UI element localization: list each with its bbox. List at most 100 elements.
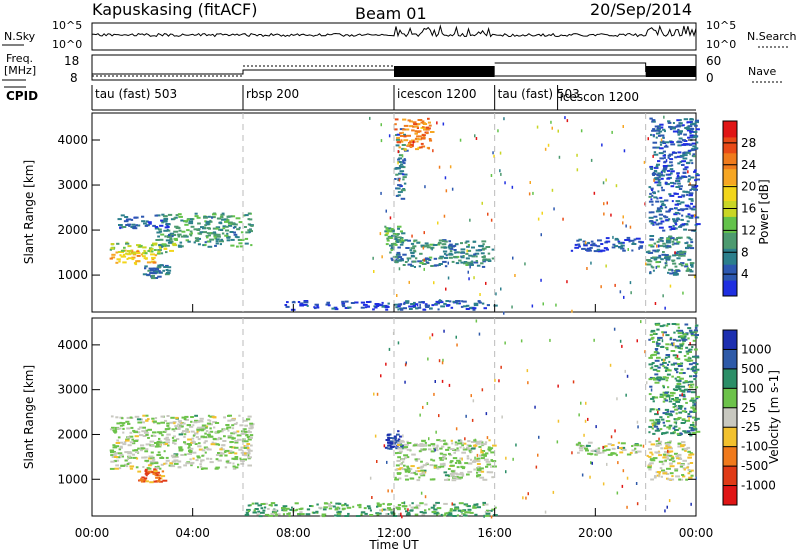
heatmap-cell	[485, 258, 491, 261]
heatmap-cell	[195, 459, 199, 462]
colorbar-tick-label: -100	[741, 440, 768, 454]
heatmap-cell	[663, 215, 667, 218]
heatmap-cell	[404, 148, 407, 152]
heatmap-cell	[426, 132, 429, 135]
heatmap-cell	[205, 430, 209, 433]
heatmap-cell	[480, 443, 485, 446]
heatmap-cell	[142, 414, 146, 417]
heatmap-cell	[192, 451, 197, 454]
heatmap-cell	[665, 144, 668, 147]
heatmap-cell	[675, 400, 681, 403]
heatmap-cell	[674, 469, 679, 472]
heatmap-cell	[212, 421, 217, 424]
colorbar-tick-label: 28	[741, 136, 756, 150]
heatmap-cell	[282, 509, 288, 512]
heatmap-cell	[376, 513, 380, 516]
heatmap-cell	[667, 454, 673, 457]
heatmap-cell	[456, 459, 461, 462]
heatmap-cell	[430, 265, 434, 267]
heatmap-cell	[191, 441, 196, 444]
cpid-segment-label: tau (fast) 503	[498, 87, 580, 101]
heatmap-cell	[125, 224, 129, 226]
heatmap-cell	[396, 433, 400, 436]
heatmap-cell	[162, 443, 167, 446]
heatmap-cell	[192, 457, 195, 460]
heatmap-cell	[175, 427, 177, 430]
heatmap-cell	[459, 138, 462, 142]
heatmap-cell	[223, 218, 227, 221]
heatmap-cell	[244, 440, 249, 443]
heatmap-cell	[157, 275, 162, 278]
heatmap-cell	[209, 457, 213, 460]
heatmap-cell	[165, 244, 170, 247]
heatmap-cell	[401, 238, 404, 241]
heatmap-cell	[585, 248, 589, 251]
heatmap-cell	[650, 222, 655, 225]
heatmap-cell	[684, 242, 688, 245]
heatmap-cell	[401, 468, 405, 471]
heatmap-cell	[147, 464, 152, 467]
heatmap-cell	[118, 224, 123, 226]
heatmap-cell	[672, 403, 676, 405]
heatmap-cell	[379, 232, 382, 236]
heatmap-cell	[233, 423, 238, 425]
heatmap-cell	[244, 242, 249, 245]
heatmap-cell	[440, 246, 444, 249]
heatmap-cell	[481, 265, 486, 268]
heatmap-cell	[653, 332, 656, 335]
heatmap-cell	[693, 214, 696, 218]
heatmap-cell	[168, 234, 171, 237]
heatmap-cell	[665, 420, 671, 423]
heatmap-cell	[403, 302, 406, 305]
heatmap-cell	[654, 381, 660, 384]
heatmap-cell	[671, 260, 675, 262]
heatmap-cell	[622, 215, 624, 219]
heatmap-cell	[117, 436, 121, 439]
heatmap-cell	[179, 241, 183, 244]
heatmap-cell	[121, 455, 124, 458]
heatmap-cell	[650, 443, 656, 446]
heatmap-cell	[660, 174, 665, 177]
heatmap-cell	[199, 463, 202, 466]
heatmap-cell	[143, 477, 148, 480]
heatmap-cell	[189, 233, 192, 236]
heatmap-cell	[680, 368, 684, 371]
heatmap-cell	[671, 269, 674, 272]
heatmap-cell	[663, 115, 665, 119]
heatmap-cell	[412, 255, 415, 258]
heatmap-cell	[660, 376, 663, 379]
heatmap-cell	[213, 235, 217, 238]
heatmap-cell	[394, 261, 399, 264]
heatmap-cell	[677, 445, 682, 448]
heatmap-cell	[460, 465, 464, 468]
heatmap-cell	[676, 405, 678, 409]
heatmap-cell	[624, 239, 629, 241]
heatmap-cell	[403, 446, 409, 449]
heatmap-cell	[314, 303, 319, 306]
heatmap-cell	[679, 344, 684, 347]
heatmap-cell	[657, 440, 663, 443]
heatmap-cell	[654, 422, 660, 425]
heatmap-cell	[688, 386, 694, 389]
heatmap-cell	[500, 365, 502, 369]
heatmap-cell	[197, 430, 201, 432]
heatmap-cell	[674, 389, 678, 391]
heatmap-cell	[194, 215, 199, 218]
heatmap-cell	[152, 224, 156, 227]
heatmap-cell	[226, 461, 232, 464]
heatmap-cell	[456, 343, 458, 347]
heatmap-cell	[685, 127, 691, 130]
heatmap-cell	[652, 146, 657, 149]
heatmap-cell	[221, 232, 225, 235]
x-tick-label: 00:00	[679, 526, 714, 540]
heatmap-cell	[168, 241, 172, 244]
heatmap-cell	[663, 366, 668, 369]
heatmap-cell	[216, 233, 221, 236]
heatmap-cell	[483, 259, 487, 262]
x-tick-label: 16:00	[477, 526, 512, 540]
heatmap-cell	[415, 459, 419, 462]
heatmap-cell	[210, 443, 216, 446]
heatmap-cell	[680, 264, 684, 267]
heatmap-cell	[475, 137, 478, 140]
heatmap-cell	[634, 452, 638, 454]
